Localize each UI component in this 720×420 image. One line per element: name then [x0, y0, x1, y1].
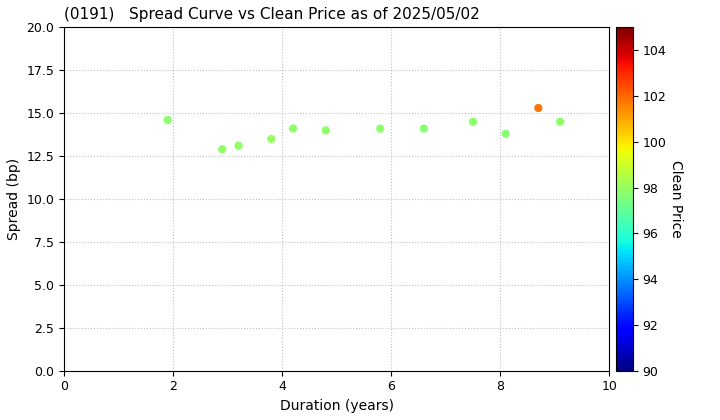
Y-axis label: Clean Price: Clean Price — [669, 160, 683, 238]
Point — [554, 118, 566, 125]
Point — [233, 142, 244, 149]
Point — [374, 125, 386, 132]
X-axis label: Duration (years): Duration (years) — [279, 399, 394, 413]
Point — [162, 117, 174, 123]
Point — [500, 130, 511, 137]
Point — [467, 118, 479, 125]
Point — [418, 125, 430, 132]
Point — [217, 146, 228, 152]
Text: (0191)   Spread Curve vs Clean Price as of 2025/05/02: (0191) Spread Curve vs Clean Price as of… — [64, 7, 480, 22]
Y-axis label: Spread (bp): Spread (bp) — [7, 158, 21, 240]
Point — [266, 136, 277, 142]
Point — [533, 105, 544, 111]
Point — [320, 127, 331, 134]
Point — [287, 125, 299, 132]
